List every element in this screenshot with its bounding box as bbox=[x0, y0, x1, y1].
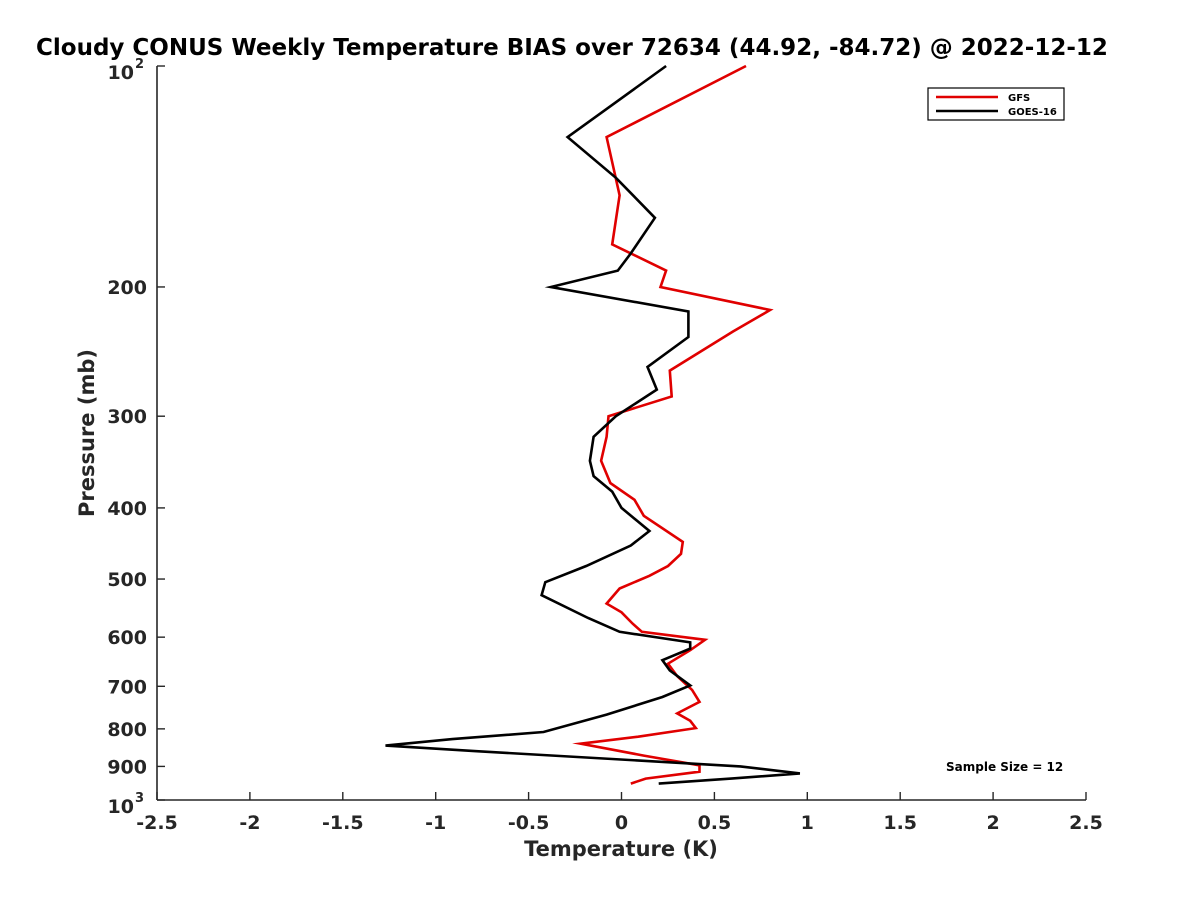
legend-goes16-label: GOES-16 bbox=[1008, 107, 1057, 118]
series-lines bbox=[385, 64, 801, 785]
x-tick-label: 0 bbox=[615, 812, 628, 834]
y-tick-label: 800 bbox=[107, 719, 147, 741]
x-tick-label: -2.5 bbox=[136, 812, 178, 834]
x-tick-label: 1.5 bbox=[883, 812, 917, 834]
y-tick-exponent: 2 bbox=[135, 57, 144, 72]
y-tick-label: 500 bbox=[107, 569, 147, 591]
x-tick-label: -1 bbox=[425, 812, 446, 834]
plot-area bbox=[156, 66, 1086, 801]
series-line-gfs bbox=[572, 64, 774, 785]
y-tick-label: 300 bbox=[107, 406, 147, 428]
series-line-goes16 bbox=[385, 64, 801, 785]
y-tick-label: 900 bbox=[107, 756, 147, 778]
x-tick-label: 2.5 bbox=[1069, 812, 1103, 834]
x-tick-label: -1.5 bbox=[322, 812, 364, 834]
x-tick-label: 2 bbox=[986, 812, 999, 834]
x-axis-ticks: -2.5 -2 -1.5 -1 -0.5 0 0.5 1 1.5 2 2.5 bbox=[136, 792, 1103, 834]
legend-gfs-label: GFS bbox=[1008, 93, 1030, 104]
y-tick-label: 10 bbox=[108, 796, 134, 818]
y-tick-label: 700 bbox=[107, 676, 147, 698]
x-axis-label: Temperature (K) bbox=[524, 837, 718, 861]
x-tick-label: -0.5 bbox=[508, 812, 550, 834]
chart-title: Cloudy CONUS Weekly Temperature BIAS ove… bbox=[36, 35, 1108, 61]
x-tick-label: -2 bbox=[239, 812, 260, 834]
x-tick-label: 1 bbox=[801, 812, 814, 834]
y-tick-label: 600 bbox=[107, 627, 147, 649]
sample-size-annotation: Sample Size = 12 bbox=[946, 760, 1063, 774]
y-axis-label: Pressure (mb) bbox=[75, 349, 99, 517]
y-tick-label: 200 bbox=[107, 277, 147, 299]
legend-box bbox=[927, 87, 1065, 121]
y-tick-label: 400 bbox=[107, 498, 147, 520]
y-tick-exponent: 3 bbox=[135, 791, 144, 806]
y-tick-label: 10 bbox=[108, 62, 134, 84]
x-tick-label: 0.5 bbox=[698, 812, 732, 834]
legend: GFS GOES-16 bbox=[927, 87, 1065, 121]
